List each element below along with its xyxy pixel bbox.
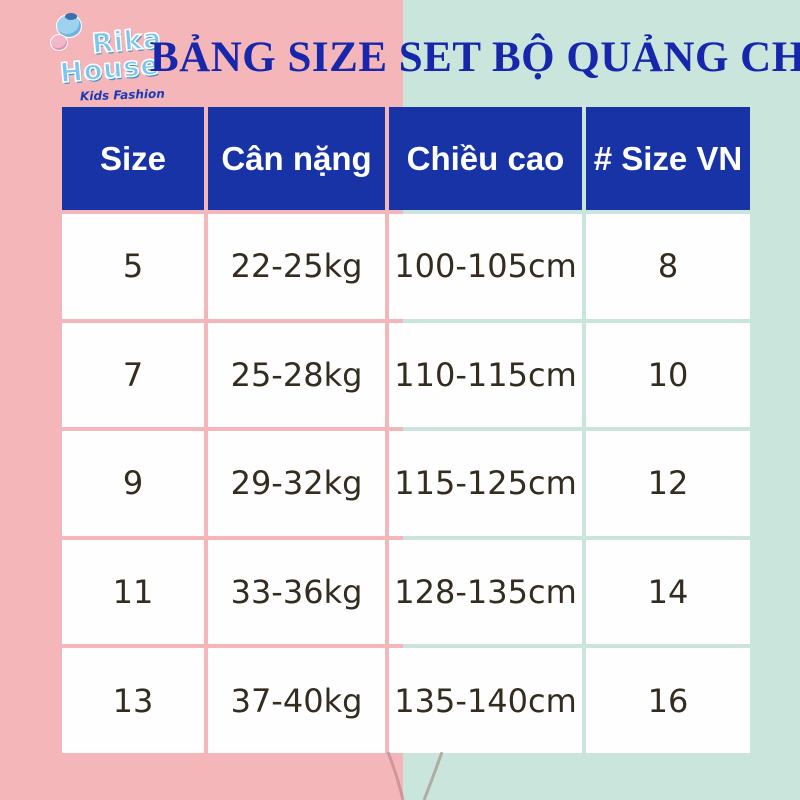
table-cell-weight: 25-28kg [208,322,385,428]
table-cell-height: 128-135cm [389,539,582,645]
table-cell-size: 13 [62,648,204,753]
column-header-size-vn: # Size VN [586,107,750,210]
brand-tagline: Kids Fashion [79,86,166,104]
table-cell-size: 5 [62,214,204,319]
size-chart-table: Size Cân nặng Chiều cao # Size VN 5 22-2… [62,107,750,753]
table-cell-size-vn: 16 [586,648,750,753]
table-cell-weight: 37-40kg [208,648,385,753]
pink-bear-icon [50,34,68,51]
table-cell-height: 135-140cm [389,648,582,753]
table-cell-size-vn: 14 [586,539,750,645]
table-cell-size-vn: 10 [586,322,750,428]
column-header-weight: Cân nặng [208,107,385,210]
table-cell-weight: 33-36kg [208,539,385,645]
table-cell-height: 115-125cm [389,431,582,536]
table-cell-size-vn: 8 [586,214,750,319]
decorative-cord-lines [386,752,444,800]
table-cell-weight: 29-32kg [208,431,385,536]
table-cell-size: 7 [62,322,204,428]
table-cell-height: 100-105cm [389,214,582,319]
page-title: BẢNG SIZE SET BỘ QUẢNG CHÂU [150,34,800,81]
table-cell-size-vn: 12 [586,431,750,536]
brand-logo: Rika House Kids Fashion [50,12,186,107]
table-cell-height: 110-115cm [389,322,582,428]
column-header-size: Size [62,107,204,210]
brand-name-line2: House [58,49,162,90]
table-cell-size: 11 [62,539,204,645]
table-cell-weight: 22-25kg [208,214,385,319]
column-header-height: Chiều cao [389,107,582,210]
table-cell-size: 9 [62,431,204,536]
